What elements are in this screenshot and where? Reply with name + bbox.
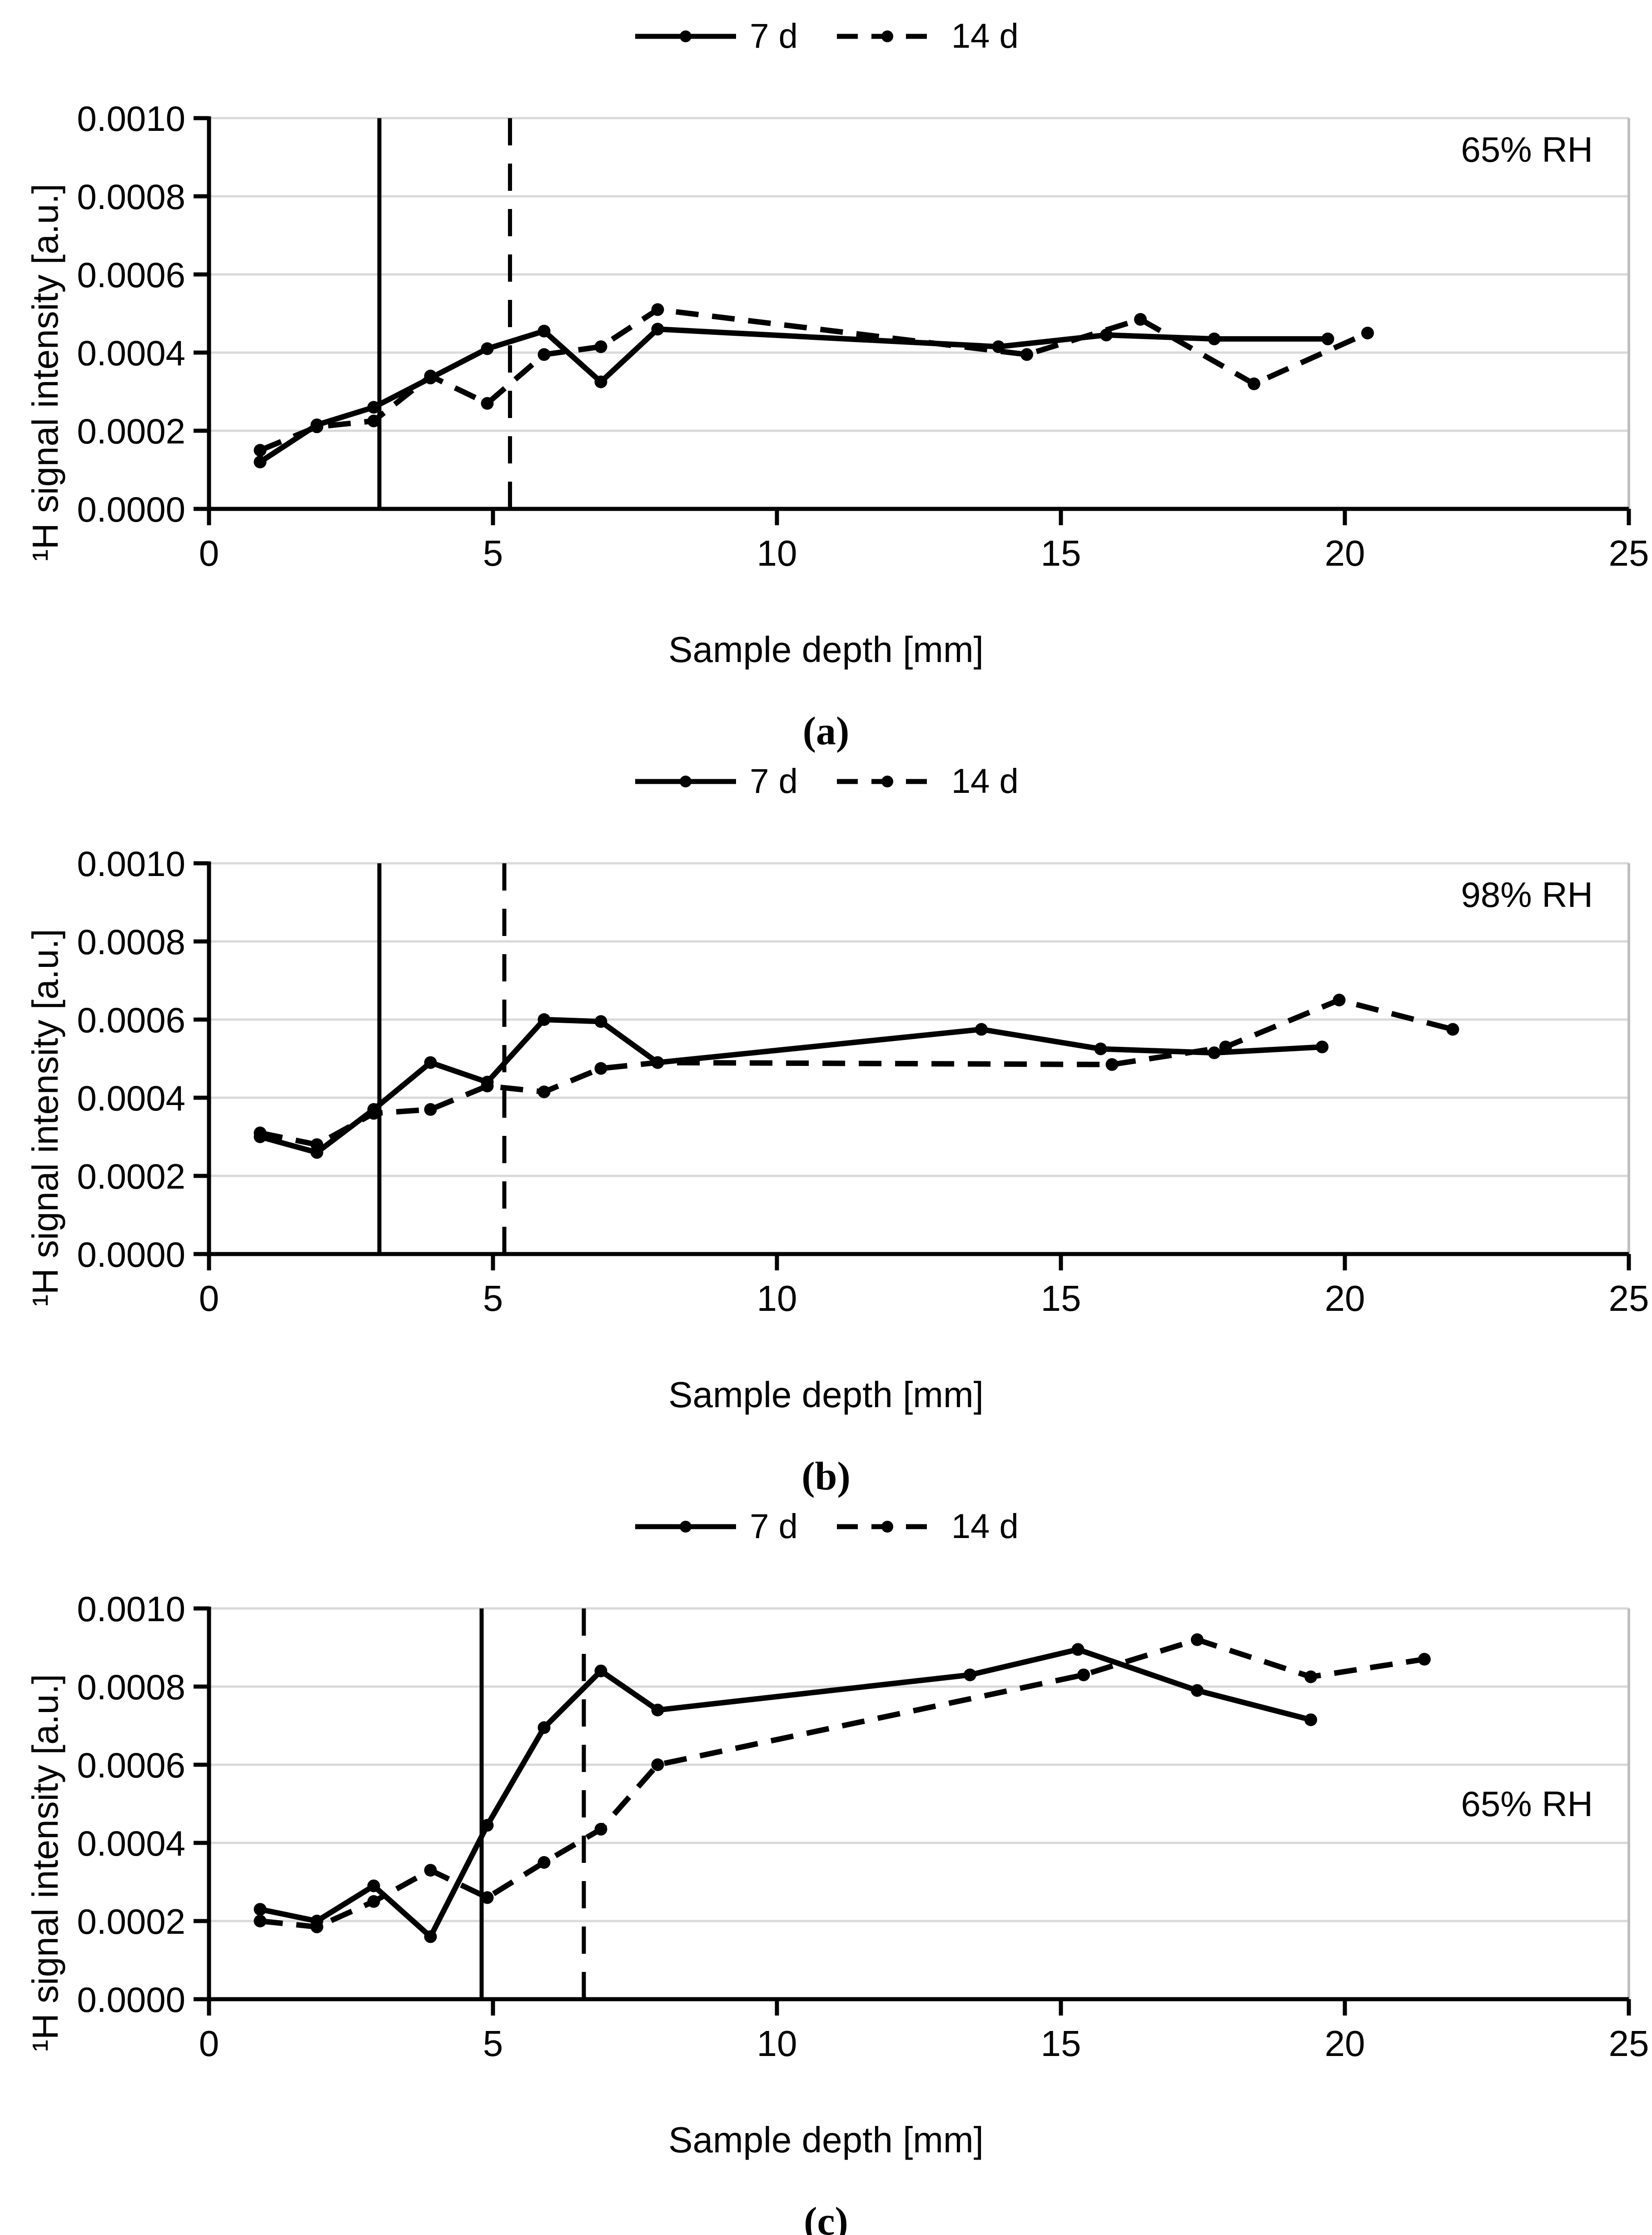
legend-label-14d: 14 d: [951, 1507, 1019, 1546]
svg-text:0: 0: [199, 2023, 219, 2064]
panel-b: 7 d 14 d 0.0000 0.0002 0.0004 0.0006 0.0008 0…: [0, 745, 1652, 1499]
svg-text:0.0010: 0.0010: [77, 1589, 185, 1629]
svg-text:15: 15: [1041, 1278, 1081, 1319]
panel-c: 7 d 14 d 0.0000 0.0002 0.0004 0.0006 0.0008 0…: [0, 1490, 1652, 2235]
svg-text:5: 5: [483, 1278, 503, 1319]
legend-label-14d: 14 d: [951, 762, 1019, 801]
svg-text:10: 10: [757, 533, 797, 573]
legend-line-solid-icon: [635, 30, 736, 42]
svg-text:0.0002: 0.0002: [77, 1156, 185, 1196]
chart-c: 0.0000 0.0002 0.0004 0.0006 0.0008 0.0010 0 5 10…: [0, 1549, 1652, 2117]
panel-caption-b: (b): [801, 1454, 851, 1498]
legend-line-solid-icon: [635, 1521, 736, 1533]
svg-text:0.0010: 0.0010: [77, 844, 185, 884]
svg-text:0.0000: 0.0000: [77, 1234, 185, 1274]
svg-text:0.0004: 0.0004: [77, 333, 185, 373]
svg-text:10: 10: [757, 2023, 797, 2064]
x-axis-title: Sample depth [mm]: [668, 629, 984, 670]
chart-b: 0.0000 0.0002 0.0004 0.0006 0.0008 0.0010 0 5 10…: [0, 804, 1652, 1372]
svg-text:25: 25: [1609, 533, 1649, 573]
svg-text:0.0004: 0.0004: [77, 1823, 185, 1863]
panel-caption-a: (a): [802, 709, 850, 753]
panel-a: 7 d 14 d 0.0000 0.0002 0.0004 0.0006 0.0008 0…: [0, 0, 1652, 754]
rh-annotation: 98% RH: [1461, 875, 1593, 915]
y-axis-title: ¹H signal intensity [a.u.]: [25, 1674, 65, 2052]
legend-item-14d: 14 d: [835, 1509, 1019, 1544]
svg-text:0.0008: 0.0008: [77, 1667, 185, 1707]
y-axis-title: ¹H signal intensity [a.u.]: [25, 929, 65, 1307]
svg-text:15: 15: [1041, 533, 1081, 573]
legend-line-dashed-icon: [836, 30, 938, 42]
svg-text:0.0008: 0.0008: [77, 177, 185, 217]
legend-item-7d: 7 d: [633, 764, 798, 799]
x-axis-title: Sample depth [mm]: [668, 1374, 984, 1415]
legend-item-7d: 7 d: [633, 19, 798, 54]
svg-text:20: 20: [1325, 1278, 1365, 1319]
plot-area-b: 0.0000 0.0002 0.0004 0.0006 0.0008 0.0010 0 5 10…: [77, 844, 1649, 1319]
legend: 7 d 14 d: [0, 0, 1652, 59]
legend: 7 d 14 d: [0, 745, 1652, 804]
legend: 7 d 14 d: [0, 1490, 1652, 1549]
svg-text:0.0000: 0.0000: [77, 1980, 185, 2020]
svg-text:0.0010: 0.0010: [77, 99, 185, 139]
svg-text:20: 20: [1325, 533, 1365, 573]
svg-text:0.0008: 0.0008: [77, 922, 185, 962]
plot-area-a: 0.0000 0.0002 0.0004 0.0006 0.0008 0.0010 0 5 10…: [77, 99, 1649, 573]
legend-item-14d: 14 d: [835, 19, 1019, 54]
svg-text:0.0006: 0.0006: [77, 1745, 185, 1785]
svg-text:0.0002: 0.0002: [77, 411, 185, 451]
plot-area-c: 0.0000 0.0002 0.0004 0.0006 0.0008 0.0010 0 5 10…: [77, 1589, 1649, 2064]
svg-text:5: 5: [483, 2023, 503, 2064]
legend-item-14d: 14 d: [835, 764, 1019, 799]
y-axis-title: ¹H signal intensity [a.u.]: [25, 184, 65, 562]
rh-annotation: 65% RH: [1461, 129, 1593, 169]
svg-text:15: 15: [1041, 2023, 1081, 2064]
svg-text:0.0000: 0.0000: [77, 489, 185, 529]
svg-text:5: 5: [483, 533, 503, 573]
legend-line-dashed-icon: [836, 776, 938, 787]
svg-text:10: 10: [757, 1278, 797, 1319]
legend-label-14d: 14 d: [951, 17, 1019, 55]
chart-a: 0.0000 0.0002 0.0004 0.0006 0.0008 0.0010 0 5 10…: [0, 59, 1652, 627]
legend-label-7d: 7 d: [750, 762, 798, 801]
svg-text:20: 20: [1325, 2023, 1365, 2064]
legend-item-7d: 7 d: [633, 1509, 798, 1544]
svg-text:25: 25: [1609, 2023, 1649, 2064]
svg-text:0: 0: [199, 1278, 219, 1319]
rh-annotation: 65% RH: [1461, 1784, 1593, 1824]
svg-text:0.0004: 0.0004: [77, 1078, 185, 1118]
svg-text:0.0006: 0.0006: [77, 255, 185, 295]
legend-line-dashed-icon: [836, 1521, 938, 1533]
svg-text:0.0006: 0.0006: [77, 1000, 185, 1040]
legend-label-7d: 7 d: [750, 17, 798, 55]
legend-label-7d: 7 d: [750, 1507, 798, 1546]
panel-caption-c: (c): [804, 2200, 848, 2235]
x-axis-title: Sample depth [mm]: [668, 2120, 984, 2160]
svg-text:0.0002: 0.0002: [77, 1901, 185, 1941]
svg-text:0: 0: [199, 533, 219, 573]
legend-line-solid-icon: [635, 776, 736, 787]
svg-text:25: 25: [1609, 1278, 1649, 1319]
